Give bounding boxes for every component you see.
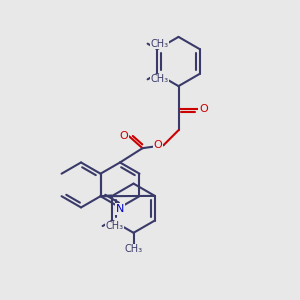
Text: CH₃: CH₃: [150, 74, 168, 84]
Text: O: O: [154, 140, 163, 150]
Text: CH₃: CH₃: [150, 39, 168, 49]
Text: CH₃: CH₃: [124, 244, 142, 254]
Text: O: O: [119, 131, 128, 141]
Text: CH₃: CH₃: [105, 221, 123, 231]
Text: N: N: [116, 204, 124, 214]
Text: O: O: [199, 103, 208, 114]
